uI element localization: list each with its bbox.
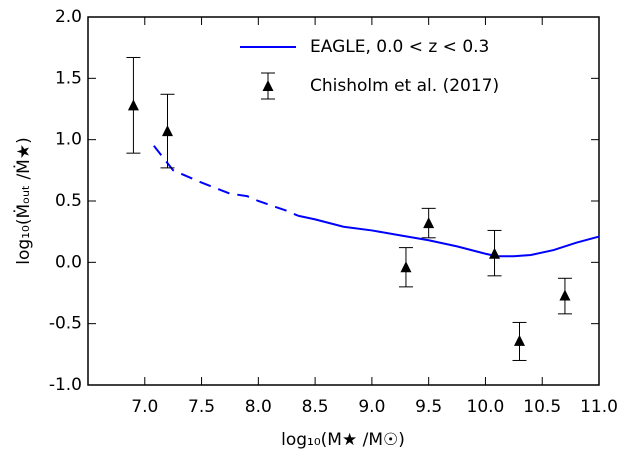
- marker: [423, 217, 435, 229]
- marker: [489, 247, 501, 259]
- y-tick-label: -1.0: [49, 375, 82, 395]
- x-tick-label: 10.5: [523, 397, 561, 417]
- marker: [514, 334, 526, 346]
- x-tick-label: 8.0: [245, 397, 272, 417]
- y-tick-label: 1.0: [55, 130, 82, 150]
- y-tick-label: 0.0: [55, 252, 82, 272]
- x-tick-label: 7.5: [188, 397, 215, 417]
- y-tick-label: 1.5: [55, 68, 82, 88]
- x-tick-label: 9.0: [358, 397, 385, 417]
- marker: [127, 99, 139, 111]
- line: [297, 214, 600, 258]
- legend-label: Chisholm et al. (2017): [310, 76, 499, 96]
- y-tick-label: 0.5: [55, 191, 82, 211]
- marker: [161, 125, 173, 137]
- legend-swatch: [262, 80, 274, 91]
- y-tick-label: -0.5: [49, 314, 82, 334]
- y-axis-label: log₁₀(Ṁₒᵤₜ /Ṁ★): [13, 137, 34, 264]
- plot-frame: [87, 16, 600, 386]
- x-tick-label: 10.0: [467, 397, 505, 417]
- x-tick-label: 11.0: [580, 397, 618, 417]
- x-axis-label: log₁₀(M★ /M☉): [281, 430, 405, 450]
- line: [153, 145, 299, 217]
- x-tick-label: 7.0: [131, 397, 158, 417]
- y-tick-label: 2.0: [55, 7, 82, 27]
- x-tick-label: 8.5: [302, 397, 329, 417]
- marker: [400, 261, 412, 273]
- marker: [559, 289, 571, 301]
- x-tick-label: 9.5: [415, 397, 442, 417]
- legend-label: EAGLE, 0.0 < z < 0.3: [310, 37, 489, 57]
